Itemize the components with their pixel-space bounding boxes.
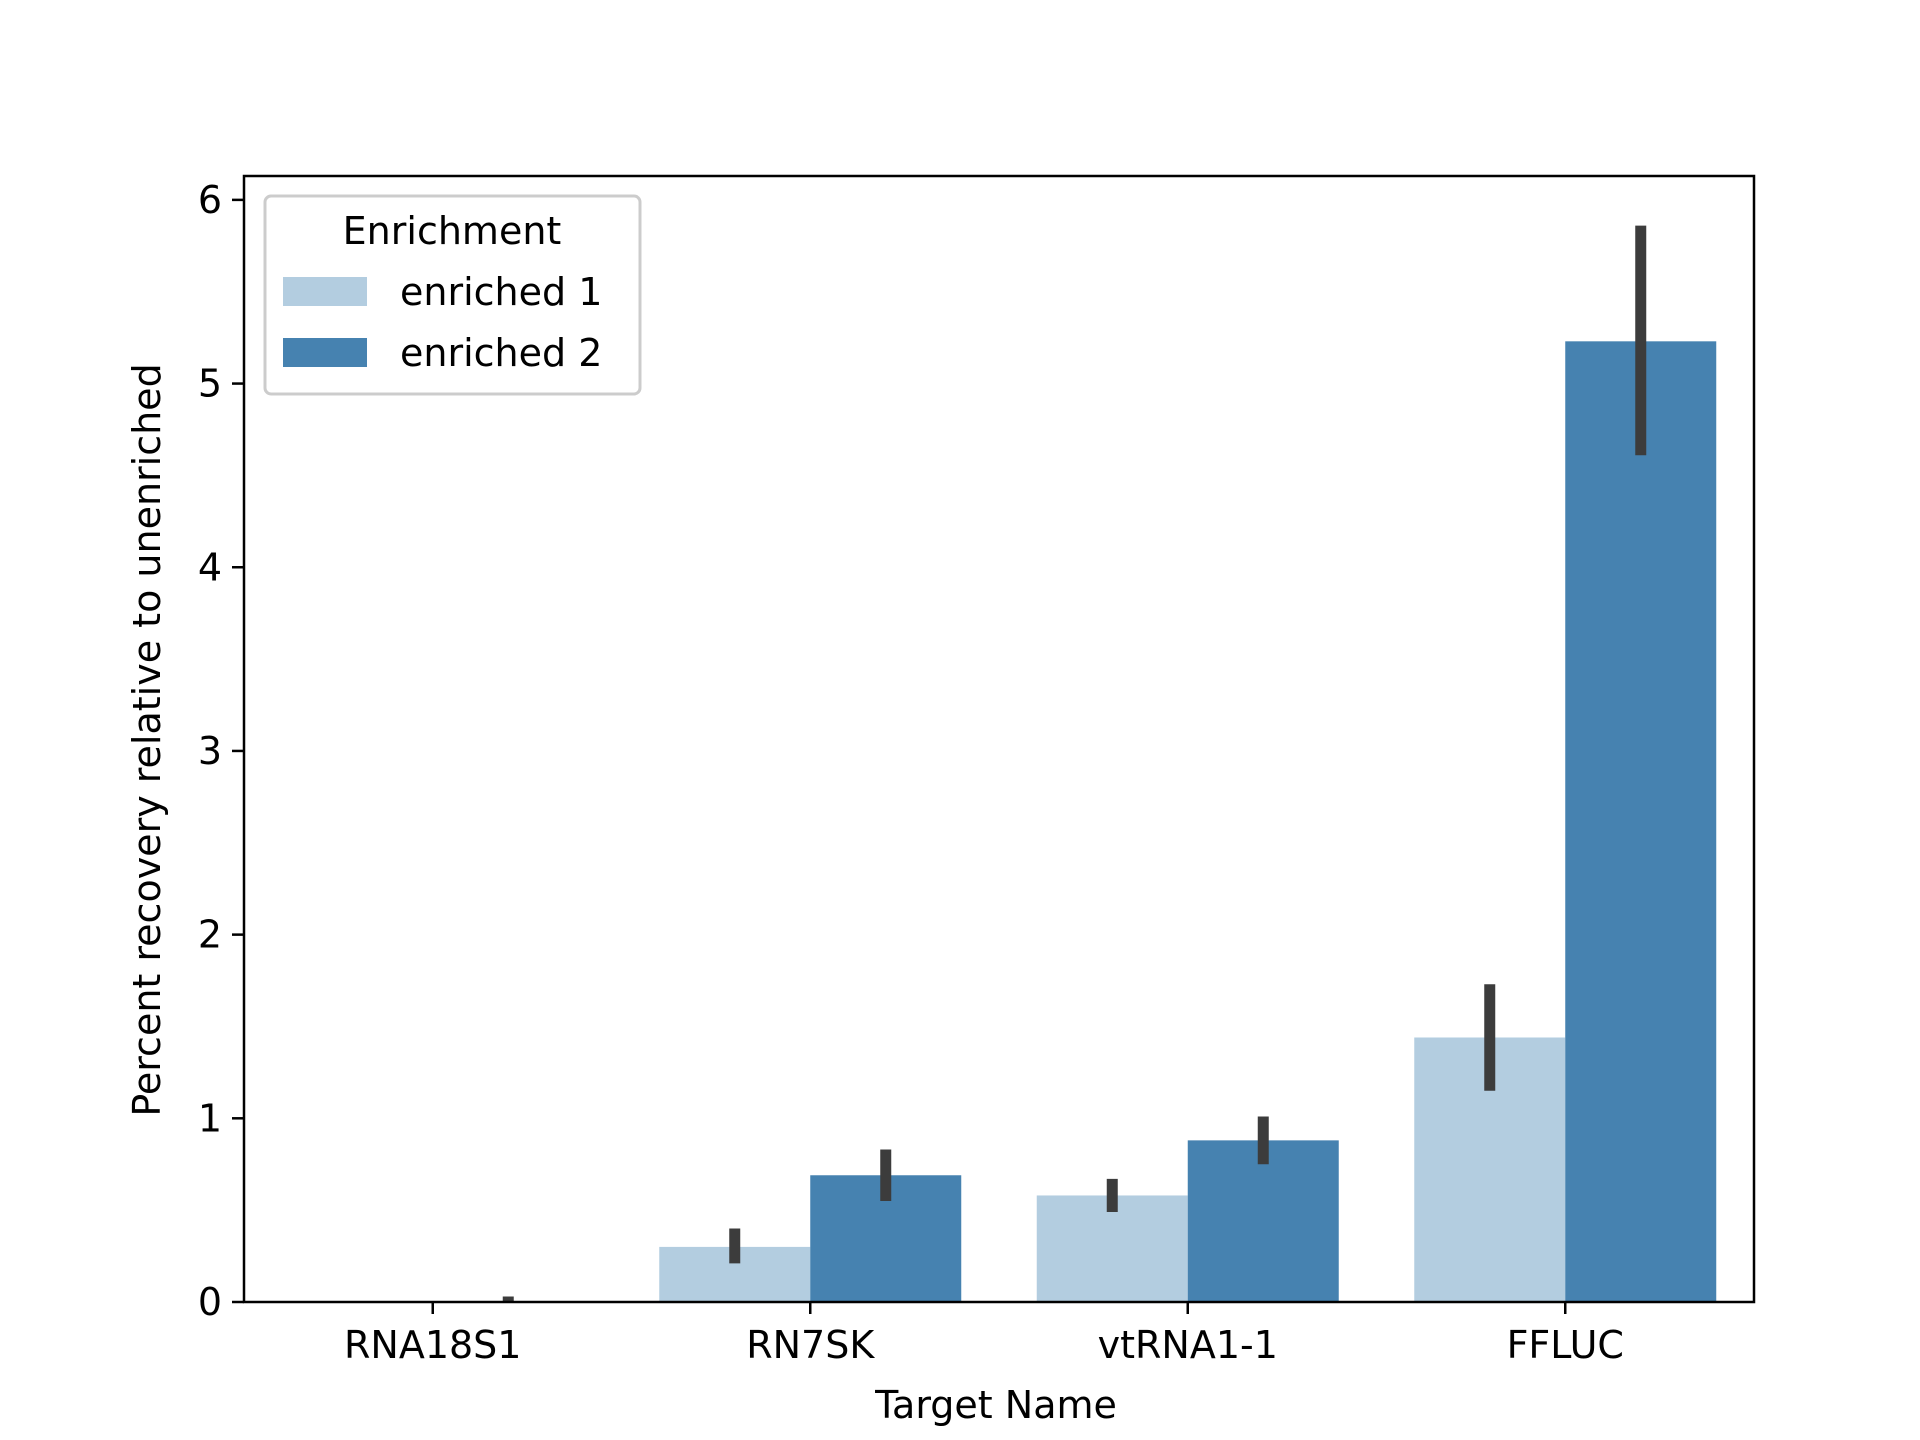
axes: 0 1 2 3 4 5 6 RNA18S1 RN7SK vtRNA1-1 FFLUC [198, 174, 1756, 1367]
legend-label-enriched-2: enriched 2 [400, 331, 602, 375]
y-axis-label: Percent recovery relative to unenriched [125, 363, 169, 1116]
y-tick-label-4: 4 [198, 545, 222, 589]
axes-frame [242, 174, 1756, 1304]
y-tick-label-6: 6 [198, 178, 222, 222]
y-tick-label-3: 3 [198, 729, 222, 773]
x-tick-label-rna18s1: RNA18S1 [344, 1323, 521, 1367]
y-tick-label-0: 0 [198, 1280, 222, 1324]
y-tick-label-1: 1 [198, 1096, 222, 1140]
legend-swatch-enriched-2 [283, 338, 367, 367]
x-tick-label-ffluc: FFLUC [1507, 1323, 1624, 1367]
legend-swatch-enriched-1 [283, 277, 367, 306]
bar-enriched-1-vtrna1-1 [1036, 1195, 1188, 1302]
bar-enriched-2-ffluc [1565, 341, 1717, 1302]
legend-title: Enrichment [343, 209, 562, 253]
x-axis-label: Target Name [874, 1383, 1117, 1427]
x-tick-label-rn7sk: RN7SK [746, 1323, 875, 1367]
bar-enriched-2-vtrna1-1 [1187, 1140, 1339, 1302]
legend: Enrichment enriched 1 enriched 2 [263, 194, 642, 396]
plot-area [502, 225, 1717, 1302]
x-tick-label-vtrna1-1: vtRNA1-1 [1098, 1323, 1278, 1367]
y-tick-label-2: 2 [198, 913, 222, 957]
y-tick-label-5: 5 [198, 362, 222, 406]
legend-label-enriched-1: enriched 1 [400, 270, 602, 314]
